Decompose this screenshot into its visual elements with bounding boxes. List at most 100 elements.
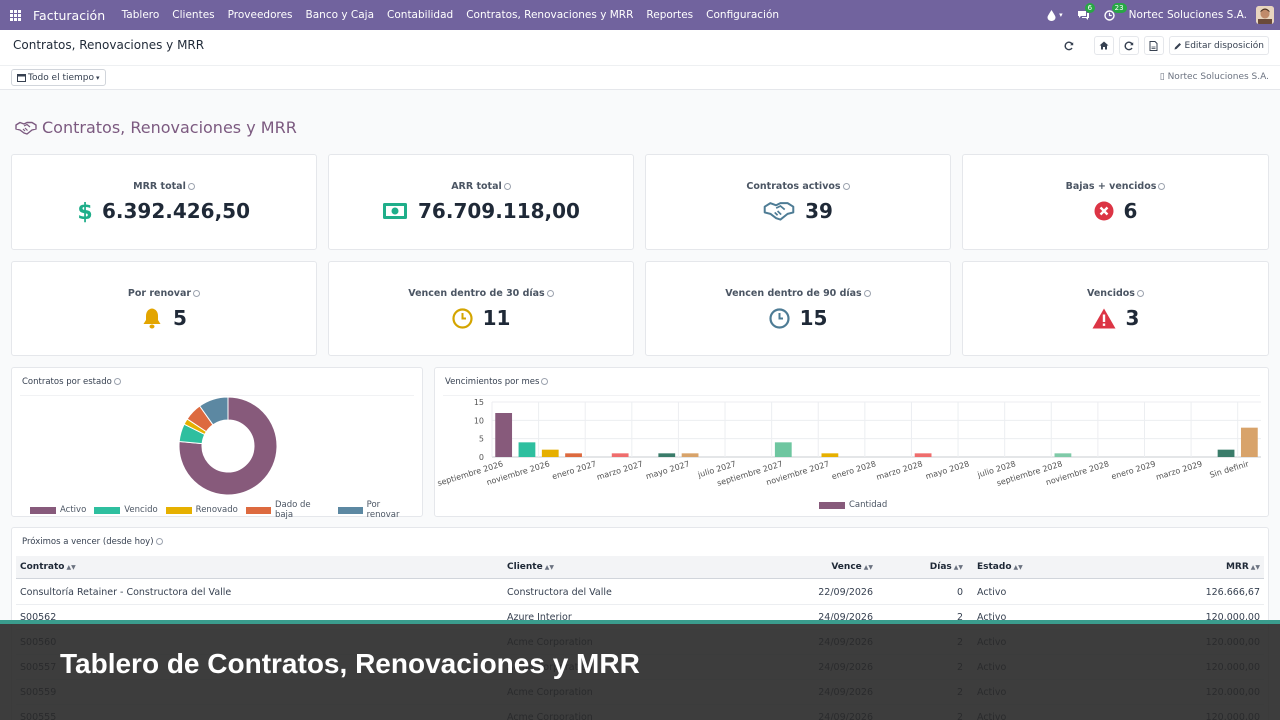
sort-icon: ▲▼ [1250, 563, 1260, 571]
cell-estado: Activo [977, 611, 1007, 623]
column-header-cliente[interactable]: Cliente ▲▼ [507, 562, 554, 572]
app-brand[interactable]: Facturación [33, 7, 106, 23]
kpi-value: 76.709.118,00 [418, 199, 580, 223]
kpi-label: Vencen dentro de 30 días [408, 288, 545, 299]
menu-item-banco-caja[interactable]: Banco y Caja [305, 9, 375, 21]
column-header-estado[interactable]: Estado ▲▼ [977, 562, 1023, 572]
menu-item-proveedores[interactable]: Proveedores [227, 9, 293, 21]
x-tick-label: enero 2028 [831, 459, 877, 481]
column-header-vence[interactable]: Vence ▲▼ [831, 562, 873, 572]
kpi-card-arr-total[interactable]: ARR total 76.709.118,00 [328, 154, 634, 250]
menu-item-tablero[interactable]: Tablero [121, 9, 160, 21]
kpi-card-vencen-90[interactable]: Vencen dentro de 90 días 15 [645, 261, 951, 356]
caret-down-icon: ▾ [96, 73, 100, 82]
legend-item[interactable]: Dado de baja [245, 500, 330, 520]
kpi-card-mrr-total[interactable]: MRR total $ 6.392.426,50 [11, 154, 317, 250]
edit-layout-button[interactable]: Editar disposición [1168, 36, 1269, 55]
chart-title-divider [20, 395, 414, 396]
period-filter-button[interactable]: Todo el tiempo ▾ [11, 69, 106, 86]
info-icon [541, 378, 549, 385]
legend-item[interactable]: Vencido [94, 505, 158, 515]
kpi-card-contratos-activos[interactable]: Contratos activos 39 [645, 154, 951, 250]
x-tick-label: marzo 2028 [875, 459, 924, 482]
info-icon [863, 290, 871, 297]
kpi-value: 11 [482, 306, 511, 330]
legend-swatch [94, 506, 121, 514]
bar-febrero-2027[interactable] [611, 453, 629, 457]
table-title: Próximos a vencer (desde hoy) [22, 537, 163, 547]
bar-noviembre-2027[interactable] [821, 453, 839, 457]
legend-swatch [819, 501, 845, 509]
kpi-card-vencen-30[interactable]: Vencen dentro de 30 días 11 [328, 261, 634, 356]
money-bill-icon [383, 203, 408, 219]
info-icon [113, 378, 121, 385]
bar-abril-2027[interactable] [658, 453, 676, 457]
info-icon [193, 290, 201, 297]
building-icon: ▯ [1159, 72, 1165, 82]
donut-slice-activo[interactable] [178, 396, 278, 496]
bar-sin-definir[interactable] [1240, 427, 1258, 457]
chart-title-divider [443, 395, 1260, 396]
menu-item-clientes[interactable]: Clientes [172, 9, 215, 21]
kpi-value: 6 [1123, 199, 1138, 223]
table-row[interactable]: Consultoría Retainer - Constructora del … [16, 580, 1264, 605]
legend-item[interactable]: Activo [30, 505, 86, 515]
cell-cliente: Constructora del Valle [507, 586, 612, 598]
bar-octubre-2026[interactable] [518, 442, 536, 457]
info-icon [1136, 290, 1144, 297]
kpi-label: Vencen dentro de 90 días [725, 288, 862, 299]
bar-diciembre-2026[interactable] [565, 453, 582, 457]
page-title: Contratos, Renovaciones y MRR [15, 118, 297, 137]
bar-mayo-2027[interactable] [681, 453, 699, 457]
activities-clock-icon[interactable]: 23 [1103, 2, 1127, 21]
column-header-contrato[interactable]: Contrato ▲▼ [20, 562, 76, 572]
chart-title: Contratos por estado [22, 377, 121, 387]
kpi-card-vencidos[interactable]: Vencidos 3 [962, 261, 1269, 356]
legend-item[interactable]: Renovado [165, 505, 238, 515]
kpi-label: ARR total [451, 181, 502, 192]
donut-slice-por-renovar[interactable] [198, 396, 229, 426]
legend-item[interactable]: Por renovar [337, 500, 414, 520]
company-filter[interactable]: ▯ Nortec Soluciones S.A. [1160, 72, 1269, 82]
file-pdf-icon [1149, 40, 1158, 51]
menu-item-contratos[interactable]: Contratos, Renovaciones y MRR [466, 9, 634, 21]
column-header-mrr[interactable]: MRR ▲▼ [1225, 562, 1260, 572]
chart-title: Vencimientos por mes [445, 377, 549, 387]
kpi-card-por-renovar[interactable]: Por renovar 5 [11, 261, 317, 356]
period-filter-label: Todo el tiempo [28, 72, 95, 83]
x-tick-label: Sin definir [1209, 459, 1251, 480]
x-tick-label: enero 2029 [1110, 459, 1156, 481]
bar-abril-2029[interactable] [1217, 449, 1235, 457]
menu-item-contabilidad[interactable]: Contabilidad [387, 9, 454, 21]
legend-swatch [337, 506, 363, 514]
user-avatar[interactable] [1256, 6, 1274, 24]
reload-button[interactable] [1118, 36, 1139, 55]
company-switcher[interactable]: Nortec Soluciones S.A. [1128, 9, 1247, 21]
debug-drop-icon[interactable]: ▾ [1047, 9, 1063, 21]
cell-mrr: 126.666,67 [1205, 586, 1260, 598]
cell-vence: 24/09/2026 [818, 611, 873, 623]
refresh-button[interactable] [1058, 36, 1079, 55]
bar-septiembre-2026[interactable] [495, 413, 513, 457]
bar-septiembre-2028[interactable] [1054, 453, 1072, 457]
x-tick-label: enero 2027 [551, 459, 597, 481]
x-tick-label: mayo 2028 [924, 459, 970, 481]
company-filter-label: Nortec Soluciones S.A. [1167, 72, 1269, 82]
bar-septiembre-2027[interactable] [774, 442, 792, 457]
apps-menu-icon[interactable] [0, 0, 30, 30]
menu-item-reportes[interactable]: Reportes [646, 9, 694, 21]
messages-icon[interactable]: 6 [1077, 2, 1096, 21]
caption-text: Tablero de Contratos, Renovaciones y MRR [60, 648, 640, 679]
home-button[interactable] [1093, 36, 1114, 55]
cell-contrato: S00562 [20, 611, 57, 623]
table-header: Contrato ▲▼ Cliente ▲▼ Vence ▲▼ Días ▲▼ Esta… [16, 556, 1264, 579]
bar-marzo-2028[interactable] [914, 453, 932, 457]
bar-noviembre-2026[interactable] [541, 449, 559, 457]
control-divider [0, 65, 1280, 66]
y-tick-label: 15 [474, 398, 484, 407]
kpi-card-bajas-vencidos[interactable]: Bajas + vencidos 6 [962, 154, 1269, 250]
pdf-button[interactable] [1143, 36, 1164, 55]
column-header-dias[interactable]: Días ▲▼ [929, 562, 963, 572]
legend-label: Renovado [195, 505, 238, 515]
menu-item-configuracion[interactable]: Configuración [706, 9, 780, 21]
